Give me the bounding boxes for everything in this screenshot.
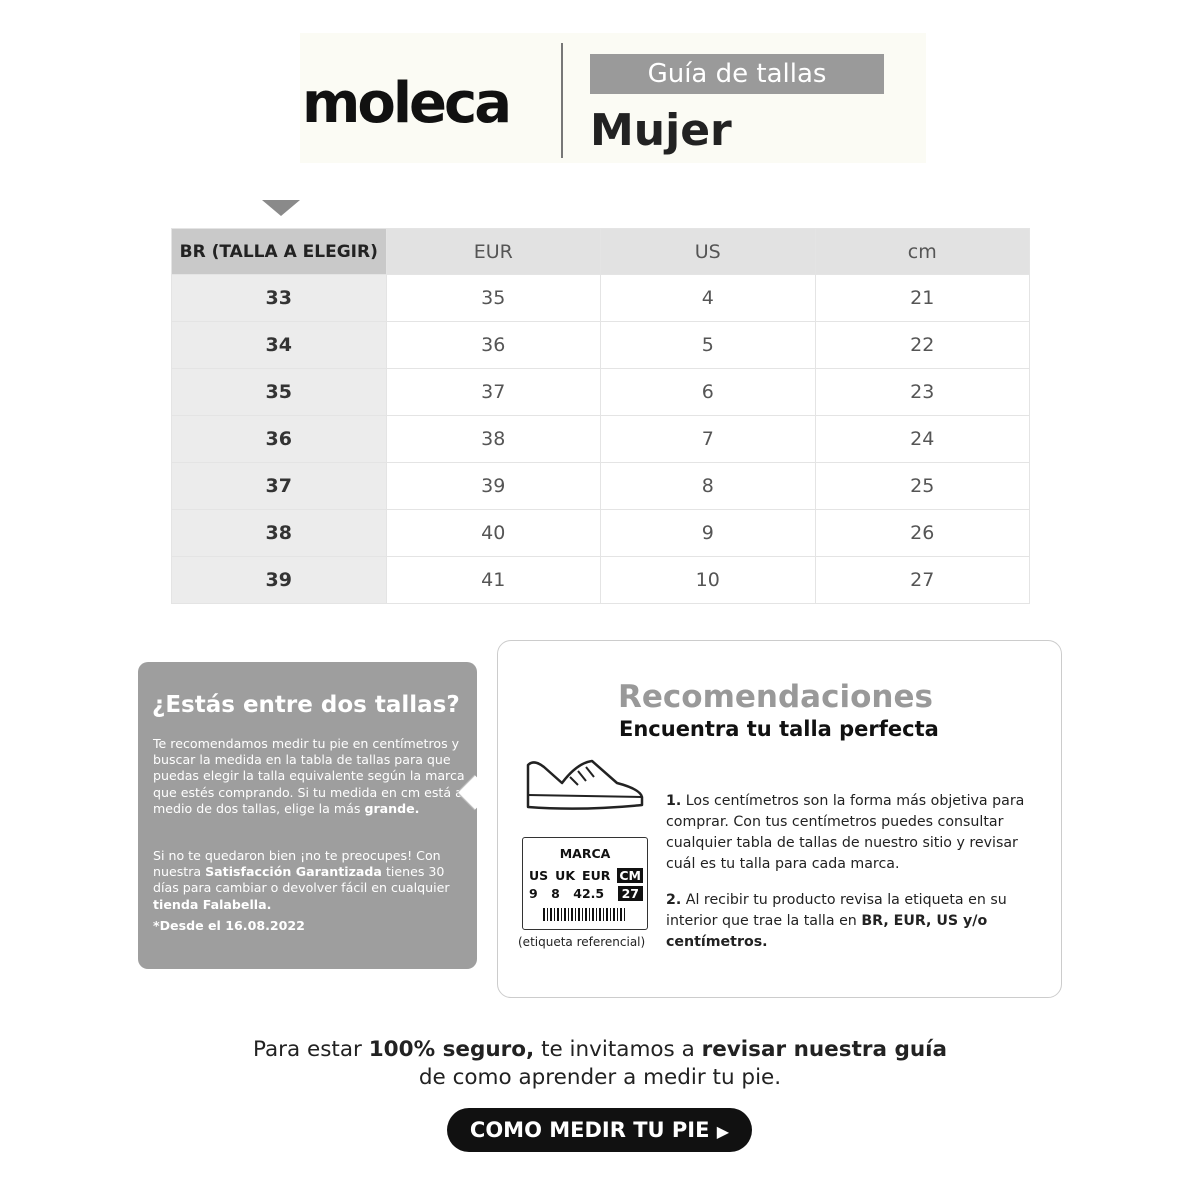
- text-segment: Para estar: [252, 1037, 369, 1062]
- text-segment: revisar nuestra guía: [701, 1037, 948, 1062]
- column-header: EUR: [385, 228, 601, 275]
- text-segment: tienes 30 días para cambiar o devolver f…: [153, 864, 450, 896]
- table-cell: 5: [600, 321, 816, 369]
- table-cell: 40: [385, 509, 601, 557]
- text-segment: BR, EUR, US y/o centímetros.: [666, 913, 988, 950]
- text-segment: Si no te quedaron bien ¡no te preocupes!…: [153, 848, 441, 880]
- table-cell: 8: [600, 462, 816, 510]
- column-header: cm: [814, 228, 1030, 275]
- label-caption: (etiqueta referencial): [518, 935, 646, 949]
- rec-subtitle: Encuentra tu talla perfecta: [619, 717, 939, 741]
- callout-paragraph: Si no te quedaron bien ¡no te preocupes!…: [153, 848, 473, 913]
- recommendations: Recomendaciones Encuentra tu talla perfe…: [497, 640, 1062, 998]
- table-row: 39 41 10 27: [171, 556, 1030, 604]
- column-header: US: [600, 228, 816, 275]
- table-cell: 9: [600, 509, 816, 557]
- brand-logo: moleca: [302, 71, 512, 136]
- table-cell: 24: [814, 415, 1030, 463]
- table-cell: 37: [385, 368, 601, 416]
- callout: ¿Estás entre dos tallas? Te recomendamos…: [138, 662, 477, 969]
- table-cell: 33: [171, 274, 387, 322]
- label-value: 27: [617, 886, 643, 901]
- footer-text: Para estar 100% seguro, te invitamos a r…: [150, 1036, 1050, 1092]
- table-cell: 36: [385, 321, 601, 369]
- label-values: 9 8 42.5 27: [529, 886, 643, 901]
- label-brand: MARCA: [559, 846, 611, 861]
- label-columns: US UK EUR CM: [529, 868, 643, 883]
- callout-paragraph: Te recomendamos medir tu pie en centímet…: [153, 736, 473, 817]
- divider: [561, 43, 563, 158]
- text-segment: 2.: [666, 892, 682, 908]
- table-cell: 4: [600, 274, 816, 322]
- table-row: 35 37 6 23: [171, 368, 1030, 416]
- table-row: 36 38 7 24: [171, 415, 1030, 463]
- text-segment: Te recomendamos medir tu pie en centímet…: [153, 736, 467, 816]
- text-segment: Satisfacción Garantizada: [205, 864, 382, 880]
- label-column: CM: [617, 868, 643, 883]
- step: 1. Los centímetros son la forma más obje…: [666, 791, 1036, 875]
- pointer-arrow: [262, 200, 300, 216]
- text-segment: Los centímetros son la forma más objetiv…: [666, 793, 1025, 872]
- size-table: BR (TALLA A ELEGIR) EUR US cm 33 35 4 21 34 36 5 22…: [171, 228, 1030, 604]
- button-label: COMO MEDIR TU PIE: [469, 1118, 710, 1142]
- label-value: 9: [529, 886, 538, 901]
- label-value: 8: [551, 886, 560, 901]
- table-cell: 26: [814, 509, 1030, 557]
- table-cell: 39: [171, 556, 387, 604]
- table-cell: 41: [385, 556, 601, 604]
- table-cell: 21: [814, 274, 1030, 322]
- table-cell: 35: [385, 274, 601, 322]
- table-cell: 36: [171, 415, 387, 463]
- text-segment: tienda Falabella.: [153, 896, 272, 912]
- table-cell: 6: [600, 368, 816, 416]
- footer-line: Para estar 100% seguro, te invitamos a r…: [150, 1036, 1050, 1064]
- table-row: 33 35 4 21: [171, 274, 1030, 322]
- shoe-icon: [526, 759, 644, 810]
- label-column: US: [529, 868, 549, 883]
- header-row: BR (TALLA A ELEGIR) EUR US cm: [171, 228, 1030, 275]
- step: 2. Al recibir tu producto revisa la etiq…: [666, 890, 1036, 953]
- text-segment: 100% seguro,: [368, 1037, 535, 1062]
- rec-title: Recomendaciones: [618, 679, 933, 715]
- table-cell: 38: [385, 415, 601, 463]
- callout-title: ¿Estás entre dos tallas?: [152, 692, 460, 718]
- table-cell: 35: [171, 368, 387, 416]
- table-cell: 7: [600, 415, 816, 463]
- text-segment: te invitamos a: [534, 1037, 702, 1062]
- label-icon: MARCA US UK EUR CM 9 8 42.5 27: [522, 837, 648, 930]
- table-cell: 10: [600, 556, 816, 604]
- text-segment: Al recibir tu producto revisa la etiquet…: [666, 892, 1007, 929]
- label-column: EUR: [582, 868, 611, 883]
- text-segment: grande.: [364, 800, 420, 816]
- badge: Guía de tallas: [590, 54, 884, 94]
- guide-button[interactable]: COMO MEDIR TU PIE ▶: [447, 1108, 752, 1152]
- table-cell: 27: [814, 556, 1030, 604]
- table-cell: 25: [814, 462, 1030, 510]
- table-cell: 34: [171, 321, 387, 369]
- table-cell: 38: [171, 509, 387, 557]
- button-arrow: ▶: [716, 1122, 730, 1141]
- label-column: UK: [555, 868, 576, 883]
- table-cell: 39: [385, 462, 601, 510]
- table-row: 34 36 5 22: [171, 321, 1030, 369]
- text-segment: de como aprender a medir tu pie.: [418, 1065, 782, 1090]
- table-row: 37 39 8 25: [171, 462, 1030, 510]
- table-cell: 23: [814, 368, 1030, 416]
- barcode: [543, 908, 627, 921]
- table-cell: 22: [814, 321, 1030, 369]
- column-header: BR (TALLA A ELEGIR): [171, 228, 387, 275]
- table-row: 38 40 9 26: [171, 509, 1030, 557]
- label-value: 42.5: [573, 886, 605, 901]
- title: Mujer: [590, 105, 732, 156]
- table-cell: 37: [171, 462, 387, 510]
- text-segment: 1.: [666, 793, 682, 809]
- footer-line: de como aprender a medir tu pie.: [150, 1064, 1050, 1092]
- header: moleca Guía de tallas Mujer: [300, 33, 926, 163]
- callout-note: *Desde el 16.08.2022: [153, 918, 305, 933]
